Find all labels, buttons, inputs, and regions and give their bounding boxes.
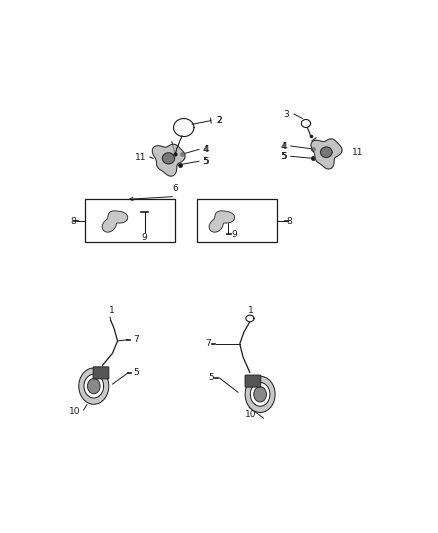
Polygon shape [311,139,342,169]
Text: 8: 8 [286,216,292,225]
Polygon shape [162,153,175,164]
FancyBboxPatch shape [245,375,261,387]
Text: 4: 4 [282,142,287,150]
Text: 2: 2 [216,116,222,125]
Text: 5: 5 [280,152,286,161]
Polygon shape [152,144,185,176]
Text: 11: 11 [352,148,363,157]
Text: 7: 7 [205,340,211,349]
Polygon shape [321,147,332,157]
Text: 9: 9 [142,233,148,242]
Text: 10: 10 [245,409,257,418]
Text: 4: 4 [202,145,208,154]
Text: 5: 5 [202,157,208,166]
Text: 6: 6 [173,184,178,193]
Circle shape [254,386,266,402]
Text: 8: 8 [70,216,76,225]
Polygon shape [102,211,128,232]
Bar [197,199,277,243]
Text: 5: 5 [134,368,139,377]
Text: 4: 4 [281,142,286,150]
Text: 10: 10 [69,407,80,416]
Bar [85,199,175,243]
Text: 7: 7 [133,335,138,344]
Text: 4: 4 [203,145,209,154]
Text: 5: 5 [203,157,209,166]
Text: 5: 5 [282,152,287,161]
Polygon shape [209,211,235,232]
Text: 2: 2 [216,116,222,125]
Text: 1: 1 [109,306,115,315]
FancyBboxPatch shape [93,367,109,379]
Circle shape [88,378,100,394]
Text: 5: 5 [208,374,214,382]
Text: 3: 3 [283,109,289,118]
Text: 9: 9 [231,230,237,239]
Text: 11: 11 [135,152,146,161]
Text: 1: 1 [248,306,254,315]
